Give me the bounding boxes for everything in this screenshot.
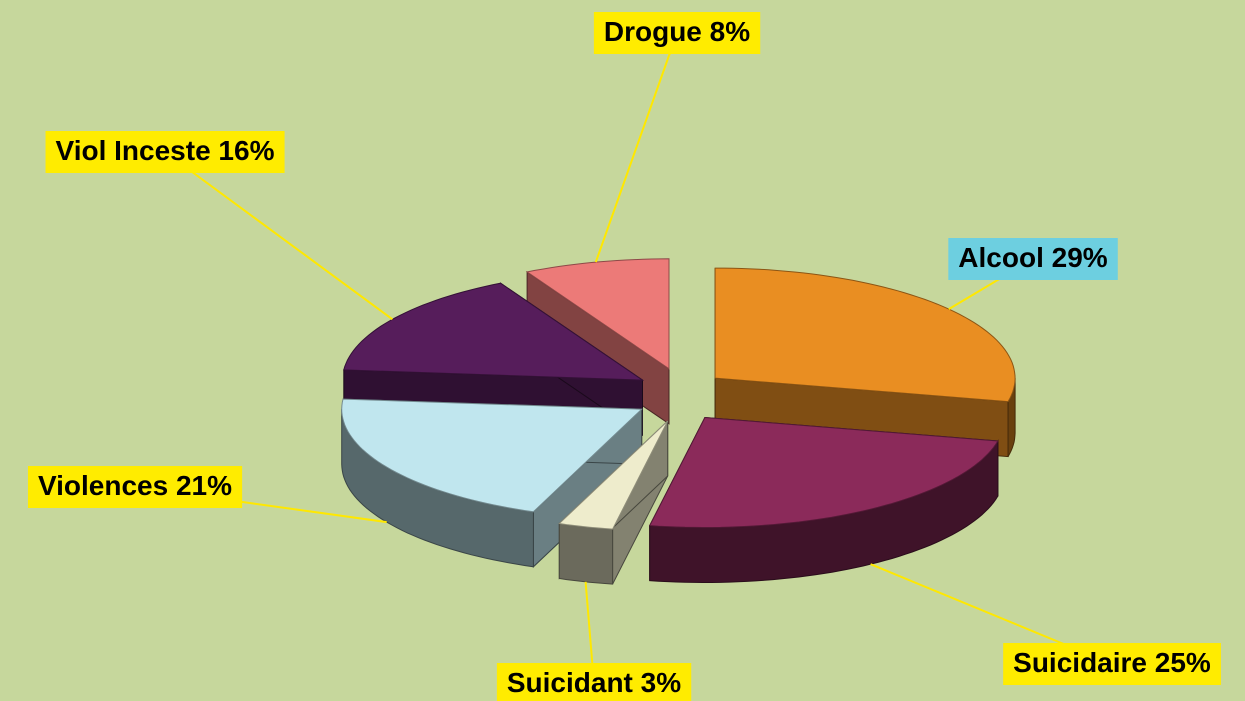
slice (648, 416, 999, 583)
data-label: Violences 21% (38, 470, 232, 501)
data-label: Suicidant 3% (507, 667, 681, 698)
value-label: 21% (176, 470, 232, 501)
value-label: 16% (218, 135, 274, 166)
value-label: 3% (641, 667, 682, 698)
label-box (1003, 643, 1221, 685)
label-box (27, 466, 243, 508)
slice-top (525, 258, 670, 370)
category-label: Suicidant (507, 667, 633, 698)
label-box (45, 131, 285, 173)
slice-top (558, 420, 669, 530)
label-box (496, 663, 692, 701)
data-label: Alcool 29% (958, 242, 1107, 273)
value-label: 29% (1052, 242, 1108, 273)
category-label: Alcool (958, 242, 1044, 273)
slice-top (648, 416, 999, 528)
category-label: Drogue (604, 16, 702, 47)
slice-top (341, 398, 643, 513)
slice-side (558, 522, 614, 585)
slice-top (343, 282, 645, 381)
slice (558, 419, 669, 585)
leader-line (594, 32, 678, 263)
value-label: 25% (1155, 647, 1211, 678)
category-label: Viol Inceste (56, 135, 211, 166)
value-label: 8% (710, 16, 751, 47)
data-label: Drogue 8% (604, 16, 750, 47)
category-label: Suicidaire (1013, 647, 1147, 678)
data-label: Viol Inceste 16% (56, 135, 275, 166)
leader-line (164, 151, 393, 321)
data-label: Suicidaire 25% (1013, 647, 1211, 678)
label-box (948, 238, 1118, 280)
category-label: Violences (38, 470, 168, 501)
label-box (593, 12, 761, 54)
